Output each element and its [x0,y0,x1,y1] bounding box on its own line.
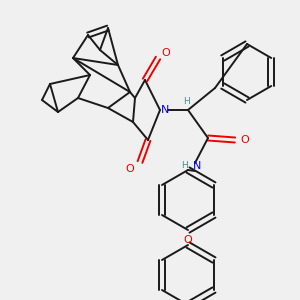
Text: O: O [126,164,134,174]
Text: O: O [184,235,192,245]
Text: N: N [161,105,169,115]
Text: N: N [193,161,201,171]
Text: H: H [183,98,189,106]
Text: O: O [162,48,170,58]
Text: O: O [241,135,249,145]
Text: H: H [182,161,188,170]
